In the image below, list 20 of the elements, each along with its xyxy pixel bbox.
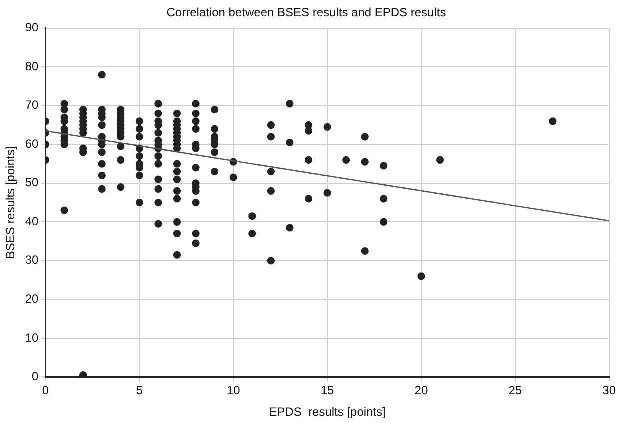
y-tick-label: 20 xyxy=(25,292,40,306)
x-tick-label: 10 xyxy=(226,384,241,398)
y-tick-label: 70 xyxy=(25,98,40,112)
y-tick-label: 0 xyxy=(32,370,40,384)
x-tick-label: 5 xyxy=(136,384,144,398)
y-axis-title: BSES results [points] xyxy=(4,146,18,260)
y-tick-label: 60 xyxy=(25,136,40,151)
x-axis-title: EPDS results [points] xyxy=(269,405,386,420)
y-tick-label: 10 xyxy=(25,330,40,345)
x-tick-label: 20 xyxy=(414,384,428,398)
x-tick-label: 15 xyxy=(320,384,335,398)
x-tick-label: 30 xyxy=(602,384,616,398)
x-tick-label: 0 xyxy=(42,384,50,398)
y-tick-label: 40 xyxy=(25,214,40,228)
y-tick-label: 50 xyxy=(25,176,40,190)
y-tick-label: 90 xyxy=(25,20,40,35)
y-tick-label: 80 xyxy=(25,59,40,74)
chart-title: Correlation between BSES results and EPDS results xyxy=(166,6,446,20)
y-tick-label: 30 xyxy=(25,253,40,268)
x-tick-label: 25 xyxy=(508,384,522,398)
